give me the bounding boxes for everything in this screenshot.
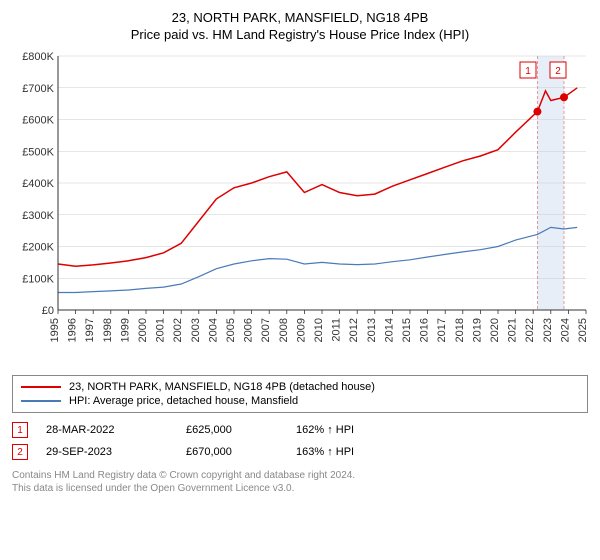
legend-label: 23, NORTH PARK, MANSFIELD, NG18 4PB (det… xyxy=(69,381,375,393)
marker-number-box: 2 xyxy=(12,444,28,460)
svg-text:£500K: £500K xyxy=(22,146,54,158)
svg-text:2000: 2000 xyxy=(137,318,149,342)
marker-date: 28-MAR-2022 xyxy=(46,424,186,436)
svg-text:£200K: £200K xyxy=(22,242,54,254)
marker-number-box: 1 xyxy=(12,422,28,438)
footnote-line-1: Contains HM Land Registry data © Crown c… xyxy=(12,469,588,482)
svg-text:1996: 1996 xyxy=(67,318,79,342)
svg-text:2014: 2014 xyxy=(383,318,395,342)
chart-svg: £0 £100K £200K £300K £400K £500K £600K £700K £80… xyxy=(10,50,590,365)
svg-text:2009: 2009 xyxy=(295,318,307,342)
marker-price: £670,000 xyxy=(186,446,296,458)
svg-text:2018: 2018 xyxy=(454,318,466,342)
svg-text:£400K: £400K xyxy=(22,178,54,190)
marker-table: 1 28-MAR-2022£625,000162% ↑ HPI 2 29-SEP-20… xyxy=(12,419,588,463)
svg-text:2025: 2025 xyxy=(577,318,589,342)
svg-text:2001: 2001 xyxy=(155,318,167,342)
svg-text:2008: 2008 xyxy=(278,318,290,342)
svg-text:£0: £0 xyxy=(42,305,54,317)
footnote: Contains HM Land Registry data © Crown c… xyxy=(12,469,588,495)
svg-text:1995: 1995 xyxy=(49,318,61,342)
svg-text:2004: 2004 xyxy=(207,318,219,342)
svg-text:2024: 2024 xyxy=(559,318,571,342)
marker-row: 1 28-MAR-2022£625,000162% ↑ HPI xyxy=(12,419,588,441)
svg-text:2019: 2019 xyxy=(471,318,483,342)
marker-hpi: 163% ↑ HPI xyxy=(296,446,416,458)
legend-swatch xyxy=(21,386,61,388)
svg-text:1998: 1998 xyxy=(102,318,114,342)
legend-label: HPI: Average price, detached house, Mans… xyxy=(69,395,298,407)
svg-text:1999: 1999 xyxy=(119,318,131,342)
legend-item: HPI: Average price, detached house, Mans… xyxy=(21,394,579,408)
marker-price: £625,000 xyxy=(186,424,296,436)
svg-text:2002: 2002 xyxy=(172,318,184,342)
legend-swatch xyxy=(21,400,61,402)
svg-text:2: 2 xyxy=(555,66,561,77)
svg-text:1: 1 xyxy=(525,66,531,77)
svg-text:2022: 2022 xyxy=(524,318,536,342)
svg-text:2007: 2007 xyxy=(260,318,272,342)
svg-text:2003: 2003 xyxy=(190,318,202,342)
page-subtitle: Price paid vs. HM Land Registry's House … xyxy=(10,27,590,42)
legend-item: 23, NORTH PARK, MANSFIELD, NG18 4PB (det… xyxy=(21,380,579,394)
svg-text:£100K: £100K xyxy=(22,273,54,285)
svg-text:2023: 2023 xyxy=(542,318,554,342)
svg-text:2010: 2010 xyxy=(313,318,325,342)
svg-text:£300K: £300K xyxy=(22,210,54,222)
svg-text:1997: 1997 xyxy=(84,318,96,342)
footnote-line-2: This data is licensed under the Open Gov… xyxy=(12,482,588,495)
svg-text:2021: 2021 xyxy=(507,318,519,342)
svg-text:£600K: £600K xyxy=(22,115,54,127)
marker-date: 29-SEP-2023 xyxy=(46,446,186,458)
svg-text:2020: 2020 xyxy=(489,318,501,342)
page-title: 23, NORTH PARK, MANSFIELD, NG18 4PB xyxy=(10,10,590,25)
marker-row: 2 29-SEP-2023£670,000163% ↑ HPI xyxy=(12,441,588,463)
svg-text:2013: 2013 xyxy=(366,318,378,342)
marker-hpi: 162% ↑ HPI xyxy=(296,424,416,436)
svg-text:2012: 2012 xyxy=(348,318,360,342)
svg-text:2016: 2016 xyxy=(419,318,431,342)
svg-text:2006: 2006 xyxy=(243,318,255,342)
svg-text:£700K: £700K xyxy=(22,83,54,95)
legend: 23, NORTH PARK, MANSFIELD, NG18 4PB (det… xyxy=(12,375,588,413)
price-chart: £0 £100K £200K £300K £400K £500K £600K £700K £80… xyxy=(10,50,590,365)
svg-text:£800K: £800K xyxy=(22,51,54,63)
svg-text:2005: 2005 xyxy=(225,318,237,342)
svg-text:2011: 2011 xyxy=(331,318,343,342)
svg-text:2017: 2017 xyxy=(436,318,448,342)
svg-text:2015: 2015 xyxy=(401,318,413,342)
